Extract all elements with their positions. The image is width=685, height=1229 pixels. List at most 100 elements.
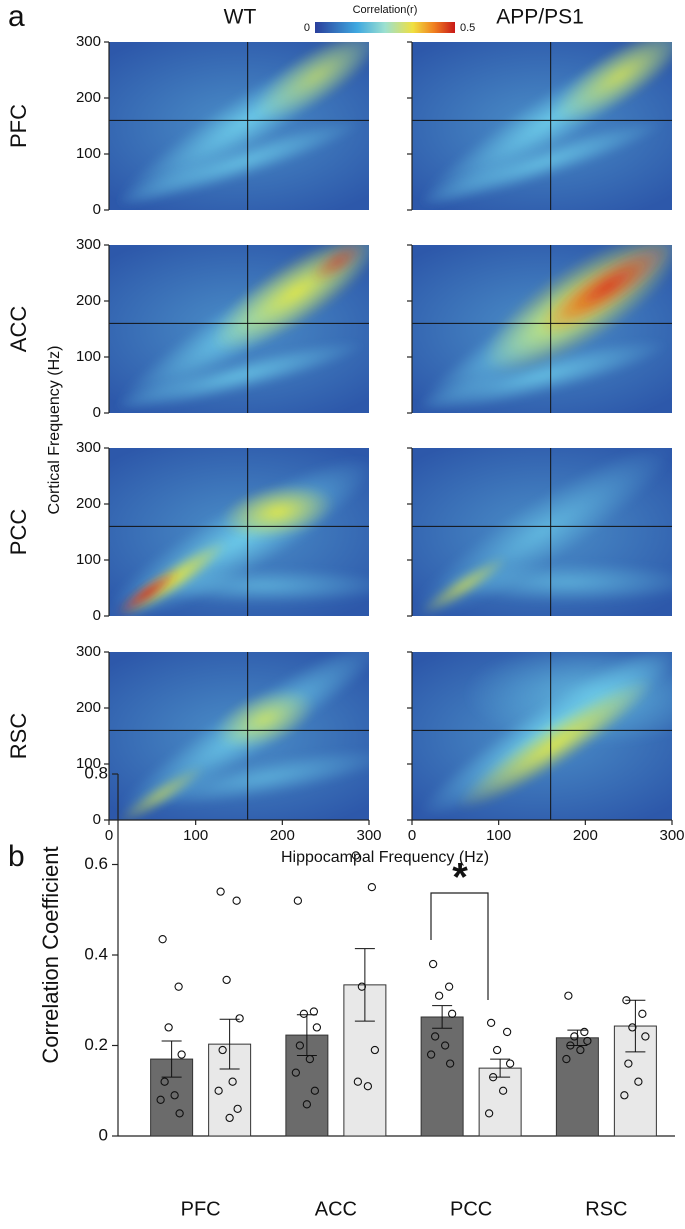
- data-point: [580, 1027, 589, 1037]
- data-point: [235, 1014, 244, 1023]
- heatmap-region: [553, 42, 672, 124]
- y-tick-label: 0: [93, 811, 101, 828]
- heatmap-region: [115, 120, 363, 206]
- data-point: [175, 1109, 184, 1118]
- data-point: [363, 1082, 373, 1091]
- colorbar: [315, 22, 455, 33]
- y-tick-label: 0.6: [84, 854, 108, 873]
- data-point: [357, 982, 367, 991]
- heatmap-region: [136, 749, 369, 807]
- data-point: [233, 1104, 242, 1113]
- y-tick-label: 300: [76, 236, 101, 253]
- row-label: PFC: [6, 104, 31, 148]
- row-label: RSC: [6, 713, 31, 760]
- y-tick-label: 300: [76, 33, 101, 50]
- x-tick-label: 100: [183, 827, 208, 844]
- data-point: [216, 887, 225, 896]
- x-tick-label: PFC: [181, 1198, 221, 1220]
- data-point: [291, 1068, 301, 1077]
- data-point: [312, 1023, 322, 1032]
- x-tick-label: RSC: [585, 1198, 627, 1220]
- heatmap: [412, 245, 672, 413]
- colorbar-tick-label: 0.5: [460, 22, 475, 34]
- data-point: [160, 1077, 169, 1086]
- heatmap-region: [415, 339, 669, 413]
- x-tick-label: PCC: [450, 1198, 492, 1220]
- data-point: [624, 1059, 633, 1068]
- x-tick-label: 300: [659, 827, 684, 844]
- heatmap: [109, 448, 369, 616]
- heatmap: [109, 652, 369, 820]
- heatmap: [412, 42, 672, 210]
- significance-bracket: [430, 892, 489, 1000]
- data-point: [177, 1050, 186, 1059]
- data-point: [309, 1007, 319, 1016]
- data-point: [620, 1091, 629, 1100]
- x-tick-label: 0: [105, 827, 113, 844]
- data-point: [367, 882, 377, 892]
- heatmap: [109, 245, 369, 413]
- data-point: [440, 1041, 450, 1050]
- data-point: [484, 1109, 494, 1118]
- data-point: [562, 1054, 571, 1064]
- heatmap-region: [418, 120, 666, 206]
- bar: [420, 1016, 464, 1137]
- y-tick-label: 300: [76, 643, 101, 660]
- column-title: WT: [224, 6, 257, 29]
- data-point: [370, 1045, 380, 1055]
- heatmap-region: [112, 341, 366, 411]
- data-point: [583, 1036, 592, 1046]
- data-point: [434, 991, 444, 1000]
- panel-label: b: [8, 840, 25, 873]
- data-point: [351, 851, 361, 860]
- y-tick-label: 100: [76, 145, 101, 162]
- x-tick-label: 200: [573, 827, 598, 844]
- y-tick-label: 0: [93, 201, 101, 218]
- data-point: [310, 1086, 320, 1095]
- heatmap: [412, 448, 672, 616]
- data-point: [228, 1077, 237, 1086]
- data-point: [218, 1045, 227, 1055]
- x-axis-label: Hippocampal Frequency (Hz): [281, 849, 489, 866]
- data-point: [426, 1050, 436, 1059]
- data-point: [295, 1041, 305, 1050]
- data-point: [232, 896, 241, 905]
- data-point: [570, 1032, 579, 1041]
- data-point: [293, 896, 303, 905]
- y-axis-label: Correlation Coefficient: [38, 846, 63, 1063]
- y-tick-label: 0.4: [84, 944, 108, 963]
- row-label: ACC: [6, 306, 31, 353]
- x-tick-label: 300: [356, 827, 381, 844]
- data-point: [444, 982, 454, 991]
- data-point: [428, 959, 438, 969]
- data-point: [638, 1009, 647, 1018]
- y-tick-label: 0.2: [84, 1035, 108, 1054]
- data-point: [564, 991, 573, 1000]
- data-point: [641, 1032, 650, 1041]
- data-point: [430, 1032, 440, 1041]
- y-tick-label: 200: [76, 89, 101, 106]
- y-tick-label: 200: [76, 495, 101, 512]
- y-tick-label: 100: [76, 755, 101, 772]
- heatmap-region: [254, 42, 369, 121]
- x-tick-label: 0: [408, 827, 416, 844]
- bar: [555, 1037, 599, 1137]
- panel-label: a: [8, 0, 25, 33]
- colorbar-tick-label: 0: [304, 22, 310, 34]
- data-point: [299, 1009, 309, 1018]
- data-point: [214, 1086, 223, 1095]
- y-tick-label: 100: [76, 348, 101, 365]
- y-tick-label: 0: [93, 404, 101, 421]
- row-label: PCC: [6, 509, 31, 556]
- data-point: [445, 1059, 455, 1068]
- data-point: [502, 1027, 512, 1037]
- y-tick-label: 0.8: [84, 763, 108, 782]
- data-point: [164, 1023, 173, 1032]
- y-axis-label: Cortical Frequency (Hz): [46, 346, 63, 515]
- heatmap-region: [420, 556, 508, 616]
- data-point: [576, 1045, 585, 1055]
- data-point: [353, 1077, 363, 1086]
- y-tick-label: 100: [76, 551, 101, 568]
- data-point: [302, 1100, 312, 1109]
